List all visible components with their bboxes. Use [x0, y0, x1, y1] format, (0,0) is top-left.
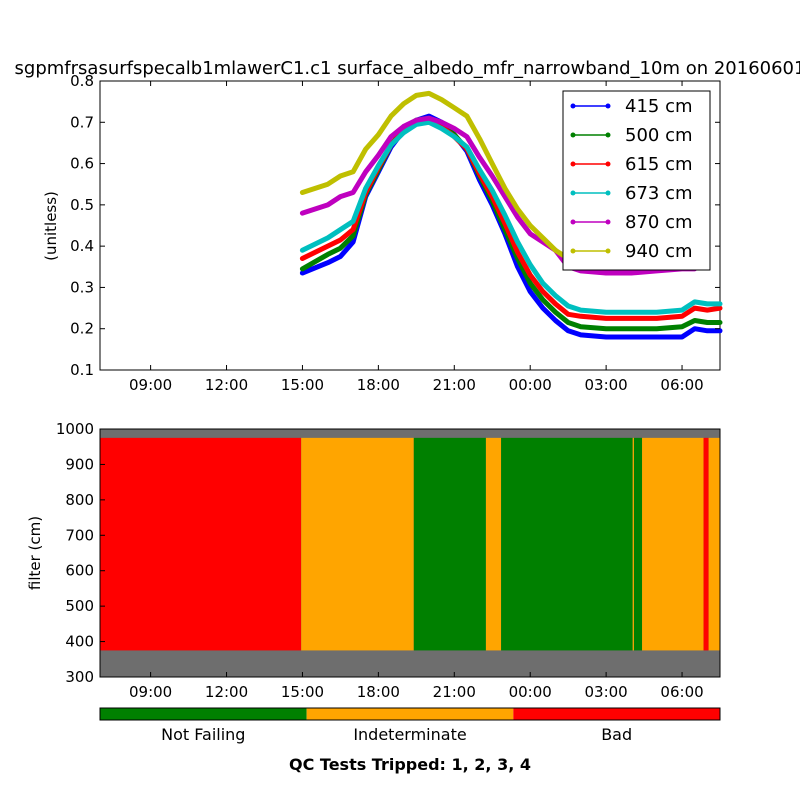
- qc-segment-orange: [642, 437, 704, 651]
- qc-plot-border: [99, 428, 721, 678]
- legend-item: 940 cm: [570, 241, 693, 262]
- top-y-tick-label: 0.4: [70, 237, 94, 255]
- top-x-tick-label: 15:00: [281, 376, 324, 394]
- legend-marker: [570, 132, 576, 138]
- qc-y-tick-label: 600: [65, 562, 94, 580]
- qc-y-tick-label: 1000: [56, 420, 94, 438]
- legend-item: 673 cm: [570, 183, 693, 204]
- line-chart-legend: 415 cm 500 cm 615 cm 673 cm 870 cm 940 cm: [562, 90, 711, 271]
- top-x-tick-label: 21:00: [433, 376, 476, 394]
- top-y-tick-label: 0.8: [70, 72, 94, 90]
- bottom-y-axis-label: filter (cm): [26, 516, 44, 590]
- albedo-line-chart: 0.1 0.2 0.3 0.4 0.5 0.6 0.7 0.8 09:00 12:00 15:00 1…: [70, 72, 723, 394]
- top-y-tick-label: 0.5: [70, 196, 94, 214]
- line-chart-axes: 0.1 0.2 0.3 0.4 0.5 0.6 0.7 0.8 09:00 12:00 15:00 1…: [70, 72, 720, 394]
- qc-x-tick-label: 09:00: [129, 683, 172, 701]
- qc-tests-tripped: QC Tests Tripped: 1, 2, 3, 4: [289, 755, 531, 774]
- legend-item: 870 cm: [570, 212, 693, 233]
- qc-y-tick-label: 800: [65, 491, 94, 509]
- legend-label: 500 cm: [625, 125, 693, 146]
- qc-heatmap-chart: 300 400 500 600 700 800 900 1000 09:00 12:00 15:00…: [56, 420, 721, 701]
- qc-segment-green: [633, 437, 643, 651]
- legend-label: 673 cm: [625, 183, 693, 204]
- qc-legend-label: Not Failing: [161, 725, 245, 744]
- legend-marker: [570, 190, 576, 196]
- legend-marker: [570, 248, 576, 254]
- qc-segment-red: [100, 437, 302, 651]
- legend-label: 870 cm: [625, 212, 693, 233]
- qc-segment-orange: [301, 437, 414, 651]
- top-x-tick-label: 00:00: [509, 376, 552, 394]
- top-y-tick-label: 0.2: [70, 320, 94, 338]
- qc-x-tick-label: 15:00: [281, 683, 324, 701]
- legend-marker: [605, 132, 611, 138]
- top-y-tick-label: 0.1: [70, 361, 94, 379]
- qc-x-tick-label: 12:00: [205, 683, 248, 701]
- qc-y-tick-label: 900: [65, 455, 94, 473]
- legend-marker: [570, 103, 576, 109]
- legend-label: 415 cm: [625, 96, 693, 117]
- legend-box: [562, 90, 711, 271]
- legend-marker: [605, 103, 611, 109]
- legend-label: 615 cm: [625, 154, 693, 175]
- qc-x-tick-label: 21:00: [433, 683, 476, 701]
- top-x-tick-label: 09:00: [129, 376, 172, 394]
- qc-band-group: [100, 429, 720, 677]
- top-x-tick-label: 03:00: [585, 376, 628, 394]
- top-y-tick-label: 0.6: [70, 155, 94, 173]
- top-y-tick-label: 0.3: [70, 278, 94, 296]
- qc-legend-swatch-green: [100, 708, 307, 720]
- legend-label: 940 cm: [625, 241, 693, 262]
- qc-x-tick-label: 03:00: [585, 683, 628, 701]
- top-y-axis-label: (unitless): [42, 191, 60, 261]
- qc-legend-label: Bad: [601, 725, 632, 744]
- qc-y-tick-label: 700: [65, 526, 94, 544]
- qc-color-legend: Not Failing Indeterminate Bad: [99, 707, 721, 744]
- legend-item: 500 cm: [570, 125, 693, 146]
- qc-y-tick-label: 400: [65, 633, 94, 651]
- chart-title: sgpmfrsasurfspecalb1mlawerC1.c1 surface_…: [15, 58, 800, 79]
- top-x-tick-label: 12:00: [205, 376, 248, 394]
- legend-marker: [605, 248, 611, 254]
- legend-marker: [570, 219, 576, 225]
- qc-legend-swatch-orange: [306, 708, 514, 720]
- series-line-870-cm: [299, 115, 698, 276]
- qc-segment-orange: [632, 437, 634, 651]
- qc-y-tick-label: 500: [65, 597, 94, 615]
- qc-segment-green: [413, 437, 486, 651]
- legend-marker: [570, 161, 576, 167]
- qc-segment-orange: [708, 437, 720, 651]
- top-x-tick-label: 06:00: [660, 376, 703, 394]
- qc-segment-orange: [485, 437, 502, 651]
- qc-legend-swatch-red: [513, 708, 720, 720]
- legend-item: 615 cm: [570, 154, 693, 175]
- qc-segment-red: [703, 437, 709, 651]
- qc-segment-green: [501, 437, 633, 651]
- qc-x-tick-label: 06:00: [660, 683, 703, 701]
- qc-y-tick-label: 300: [65, 668, 94, 686]
- qc-x-tick-label: 18:00: [357, 683, 400, 701]
- top-y-tick-label: 0.7: [70, 113, 94, 131]
- qc-x-tick-label: 00:00: [509, 683, 552, 701]
- series-line-673-cm: [299, 119, 723, 315]
- qc-legend-label: Indeterminate: [353, 725, 466, 744]
- top-x-tick-label: 18:00: [357, 376, 400, 394]
- legend-marker: [605, 190, 611, 196]
- qc-axes: 300 400 500 600 700 800 900 1000 09:00 12:00 15:00…: [56, 420, 704, 701]
- legend-item: 415 cm: [570, 96, 693, 117]
- legend-marker: [605, 161, 611, 167]
- qc-legend-border: [99, 707, 721, 721]
- legend-marker: [605, 219, 611, 225]
